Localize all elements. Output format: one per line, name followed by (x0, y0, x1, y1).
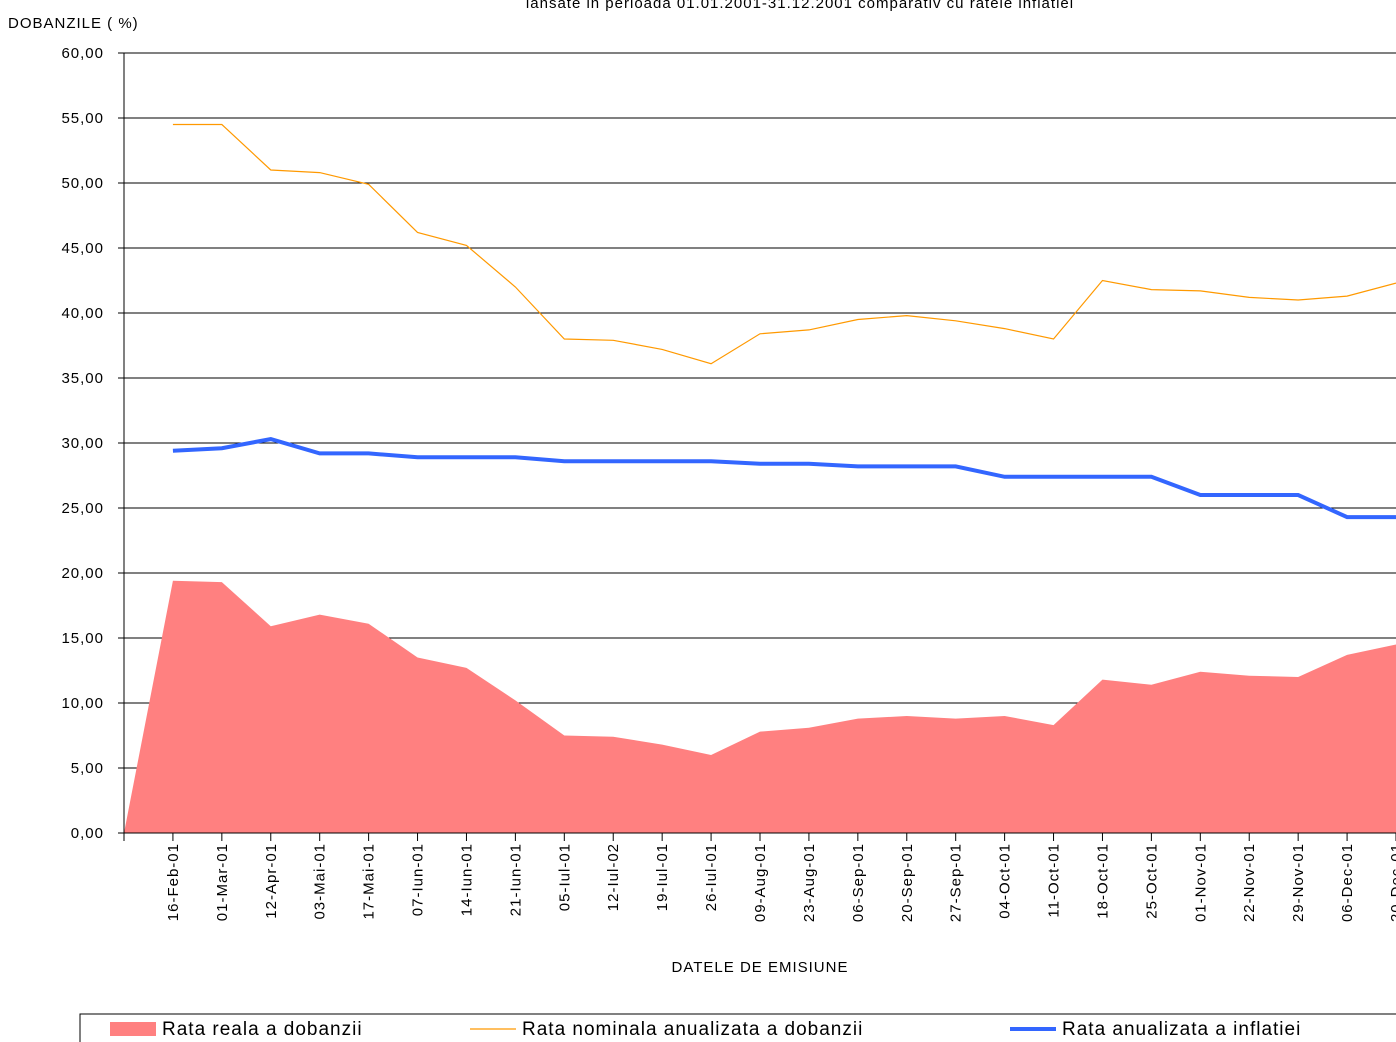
y-tick-label: 10,00 (61, 695, 104, 712)
y-tick-label: 25,00 (61, 500, 104, 517)
line (172, 437, 1396, 520)
y-tick-label: 40,00 (61, 305, 104, 322)
x-tick-label: 22-Nov-01 (1241, 843, 1258, 922)
x-tick-label: 12-Iul-02 (605, 843, 622, 911)
legend-label: Rata reala a dobanzii (162, 1019, 363, 1040)
x-tick-label: 01-Mar-01 (214, 843, 231, 921)
x-tick-label: 06-Sep-01 (850, 843, 867, 922)
x-tick-label: 27-Sep-01 (948, 843, 965, 922)
y-tick-label: 50,00 (61, 175, 104, 192)
x-tick-label: 16-Feb-01 (165, 843, 182, 921)
x-tick-label: 09-Aug-01 (752, 843, 769, 922)
legend-box (79, 1013, 1396, 1042)
y-tick-label: 55,00 (61, 110, 104, 127)
x-tick-label: 06-Dec-01 (1339, 843, 1356, 922)
x-tick-label: 17-Mai-01 (361, 843, 378, 920)
y-tick-label: 20,00 (61, 565, 104, 582)
x-tick-label: 18-Oct-01 (1094, 843, 1111, 919)
x-tick-label: 11-Oct-01 (1046, 843, 1063, 918)
y-axis-label: DOBANZILE ( %) (8, 15, 139, 32)
y-tick-label: 60,00 (61, 45, 104, 62)
legend-swatch (110, 1022, 156, 1036)
x-tick-label: 14-Iun-01 (458, 843, 475, 916)
x-tick-label: 25-Oct-01 (1143, 843, 1160, 919)
x-tick-label: 21-Iun-01 (507, 843, 524, 916)
y-tick-label: 0,00 (71, 825, 104, 842)
area (124, 580, 1396, 833)
y-tick-label: 5,00 (71, 760, 104, 777)
x-tick-label: 29-Nov-01 (1290, 843, 1307, 922)
legend-label: Rata anualizata a inflatiei (1062, 1019, 1301, 1040)
chart-title: lansate in perioada 01.01.2001-31.12.200… (526, 0, 1074, 12)
x-tick-label: 05-Iul-01 (556, 843, 573, 911)
x-tick-label: 20-Sep-01 (899, 843, 916, 922)
x-tick-label: 12-Apr-01 (263, 843, 280, 919)
line (172, 123, 1396, 365)
x-tick-label: 23-Aug-01 (801, 843, 818, 922)
x-tick-label: 04-Oct-01 (997, 843, 1014, 919)
y-tick-label: 45,00 (61, 240, 104, 257)
y-tick-label: 35,00 (61, 370, 104, 387)
x-tick-label: 03-Mai-01 (312, 843, 329, 920)
legend-label: Rata nominala anualizata a dobanzii (522, 1019, 863, 1040)
x-tick-label: 19-Iul-01 (654, 843, 671, 911)
x-axis-label: DATELE DE EMISIUNE (672, 959, 849, 976)
x-tick-label: 01-Nov-01 (1192, 843, 1209, 922)
x-tick-label: 20-Dec-01 (1388, 843, 1396, 922)
y-tick-label: 15,00 (61, 630, 104, 647)
x-tick-label: 26-Iul-01 (703, 843, 720, 911)
x-tick-label: 07-Iun-01 (410, 843, 427, 916)
y-tick-label: 30,00 (61, 435, 104, 452)
